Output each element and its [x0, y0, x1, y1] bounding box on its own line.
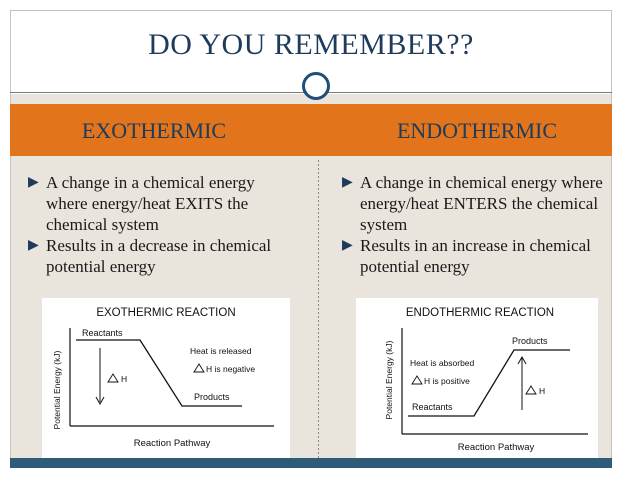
bullet-text: Results in a decrease in chemical potent… [46, 236, 272, 276]
delta-triangle-icon [525, 385, 537, 395]
delta-triangle-icon [193, 363, 205, 373]
delta-h-label: H [121, 374, 127, 384]
list-item: ▶ Results in an increase in chemical pote… [342, 235, 612, 277]
endothermic-bullets: ▶ A change in chemical energy where energ… [342, 172, 612, 277]
x-axis-label: Reaction Pathway [134, 438, 211, 449]
graph-title: ENDOTHERMIC REACTION [406, 307, 554, 319]
endothermic-heading: ENDOTHERMIC [396, 118, 558, 143]
delta-note: H is positive [424, 376, 470, 386]
reactants-label: Reactants [412, 402, 453, 412]
footer-bar [10, 458, 612, 468]
heat-note: Heat is absorbed [410, 358, 475, 368]
bullet-icon: ▶ [342, 175, 353, 190]
y-axis-label: Potential Energy (kJ) [52, 350, 62, 429]
energy-curve [408, 349, 570, 417]
x-axis-label: Reaction Pathway [458, 442, 535, 453]
circle-ornament-icon [302, 72, 330, 100]
bullet-text: A change in chemical energy where energy… [360, 173, 603, 234]
products-label: Products [194, 392, 230, 402]
graph-title: EXOTHERMIC REACTION [96, 307, 235, 319]
list-item: ▶ A change in chemical energy where energ… [342, 172, 612, 235]
endothermic-graph: ENDOTHERMIC REACTION Potential Energy (k… [356, 298, 598, 460]
bullet-icon: ▶ [28, 175, 39, 190]
products-label: Products [512, 336, 548, 346]
column-header-bar [10, 104, 612, 156]
exothermic-heading: EXOTHERMIC [81, 118, 227, 143]
bullet-icon: ▶ [28, 238, 39, 253]
slide-title: DO YOU REMEMBER?? [148, 28, 474, 61]
heat-note: Heat is released [190, 346, 252, 356]
list-item: ▶ A change in a chemical energy where ene… [28, 172, 298, 235]
y-axis-label: Potential Energy (kJ) [384, 340, 394, 419]
bullet-text: A change in a chemical energy where ener… [46, 173, 255, 234]
column-divider [318, 160, 319, 460]
list-item: ▶ Results in a decrease in chemical poten… [28, 235, 298, 277]
delta-triangle-icon [107, 373, 119, 383]
bullet-icon: ▶ [342, 238, 353, 253]
reactants-label: Reactants [82, 328, 123, 338]
exothermic-bullets: ▶ A change in a chemical energy where ene… [28, 172, 298, 277]
energy-curve [76, 339, 242, 407]
delta-triangle-icon [411, 375, 423, 385]
bullet-text: Results in an increase in chemical poten… [360, 236, 591, 276]
delta-note: H is negative [206, 364, 255, 374]
exothermic-graph: EXOTHERMIC REACTION Potential Energy (kJ… [42, 298, 290, 460]
delta-h-label: H [539, 386, 545, 396]
